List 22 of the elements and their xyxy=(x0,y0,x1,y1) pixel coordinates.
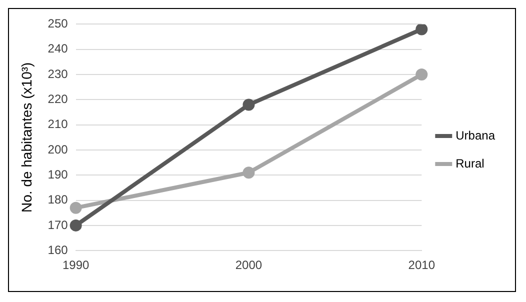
point xyxy=(70,202,82,214)
y-tick-label: 220 xyxy=(48,92,68,106)
y-axis-title: No. de habitantes (x10³) xyxy=(18,62,34,212)
legend-label: Rural xyxy=(456,156,484,170)
point xyxy=(416,68,428,81)
y-tick-label: 250 xyxy=(48,16,68,31)
point xyxy=(416,24,428,36)
x-tick-label: 1990 xyxy=(62,258,90,272)
point xyxy=(242,166,255,179)
y-tick-label: 160 xyxy=(48,242,68,257)
point xyxy=(242,98,255,111)
y-tick-label: 230 xyxy=(48,66,68,81)
y-tick-label: 240 xyxy=(48,42,68,56)
y-tick-label: 200 xyxy=(48,142,68,156)
x-tick-label: 2000 xyxy=(235,258,262,272)
y-tick-label: 170 xyxy=(48,218,68,232)
y-tick-label: 210 xyxy=(48,117,68,132)
point xyxy=(70,219,82,232)
y-tick-label: 190 xyxy=(48,167,68,182)
legend-label: Urbana xyxy=(456,128,496,142)
y-tick-label: 180 xyxy=(48,192,68,207)
x-tick-label: 2010 xyxy=(408,258,436,272)
